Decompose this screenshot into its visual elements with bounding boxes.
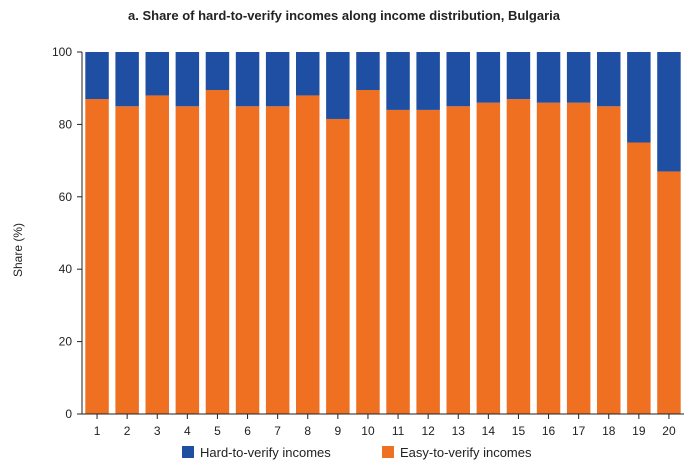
- bar-hard-4: [175, 52, 200, 107]
- bar-hard-15: [506, 52, 531, 100]
- bar-hard-13: [446, 52, 470, 107]
- bar-easy-15: [506, 99, 531, 414]
- bar-hard-11: [386, 52, 410, 110]
- legend-label-hard: Hard-to-verify incomes: [200, 445, 331, 460]
- bar-hard-9: [326, 52, 350, 119]
- bar-easy-10: [356, 90, 380, 414]
- bars-group: [85, 52, 681, 415]
- bar-easy-20: [657, 171, 681, 414]
- bar-hard-10: [356, 52, 380, 91]
- bar-hard-12: [416, 52, 440, 110]
- bar-hard-17: [566, 52, 591, 103]
- x-tick-label-11: 11: [392, 424, 405, 438]
- y-tick-label-20: 20: [59, 335, 73, 349]
- x-tick-label-8: 8: [304, 424, 311, 438]
- bar-easy-18: [597, 106, 621, 415]
- bar-hard-14: [476, 52, 501, 103]
- legend-swatch-hard: [182, 446, 194, 458]
- bar-easy-17: [566, 102, 591, 415]
- x-tick-label-20: 20: [662, 424, 676, 438]
- x-tick-label-18: 18: [602, 424, 616, 438]
- x-tick-label-5: 5: [214, 424, 221, 438]
- x-tick-label-13: 13: [452, 424, 466, 438]
- bar-easy-2: [115, 106, 139, 415]
- bar-easy-11: [386, 109, 410, 415]
- y-tick-label-40: 40: [59, 262, 73, 276]
- x-tick-label-19: 19: [632, 424, 646, 438]
- bar-easy-19: [627, 142, 651, 414]
- bar-easy-8: [296, 95, 320, 414]
- x-tick-label-9: 9: [335, 424, 342, 438]
- bar-easy-5: [205, 90, 230, 414]
- bar-easy-12: [416, 109, 440, 415]
- x-tick-label-2: 2: [124, 424, 131, 438]
- y-tick-label-100: 100: [52, 45, 72, 59]
- x-tick-label-17: 17: [572, 424, 586, 438]
- bar-hard-3: [145, 52, 169, 96]
- bar-easy-16: [536, 102, 561, 415]
- x-tick-label-16: 16: [542, 424, 556, 438]
- bar-easy-14: [476, 102, 501, 415]
- legend: Hard-to-verify incomes Easy-to-verify inc…: [182, 445, 532, 460]
- chart-title: a. Share of hard-to-verify incomes along…: [128, 8, 560, 23]
- bar-hard-7: [265, 52, 290, 107]
- bar-hard-8: [296, 52, 320, 96]
- y-axis-title: Share (%): [11, 223, 25, 277]
- y-tick-label-0: 0: [65, 407, 72, 421]
- bar-easy-4: [175, 106, 200, 415]
- x-tick-label-6: 6: [244, 424, 251, 438]
- bar-hard-19: [627, 52, 651, 143]
- x-tick-label-4: 4: [184, 424, 191, 438]
- bar-hard-5: [205, 52, 230, 91]
- bar-easy-6: [235, 106, 260, 415]
- bar-easy-3: [145, 95, 169, 414]
- bar-easy-9: [326, 118, 350, 414]
- x-tick-label-12: 12: [421, 424, 435, 438]
- bar-easy-13: [446, 106, 470, 415]
- legend-swatch-easy: [382, 446, 394, 458]
- bar-hard-1: [85, 52, 109, 100]
- bar-hard-2: [115, 52, 139, 107]
- y-tick-label-80: 80: [59, 117, 73, 131]
- bar-hard-6: [235, 52, 260, 107]
- bar-easy-1: [85, 99, 109, 414]
- x-tick-label-10: 10: [361, 424, 375, 438]
- x-tick-label-14: 14: [482, 424, 496, 438]
- x-tick-label-15: 15: [512, 424, 526, 438]
- x-tick-label-3: 3: [154, 424, 161, 438]
- x-tick-label-1: 1: [94, 424, 101, 438]
- x-tick-label-7: 7: [274, 424, 281, 438]
- bar-hard-16: [536, 52, 561, 103]
- y-tick-label-60: 60: [59, 190, 73, 204]
- bar-hard-18: [597, 52, 621, 107]
- legend-label-easy: Easy-to-verify incomes: [400, 445, 532, 460]
- bar-easy-7: [265, 106, 290, 415]
- bar-hard-20: [657, 52, 681, 172]
